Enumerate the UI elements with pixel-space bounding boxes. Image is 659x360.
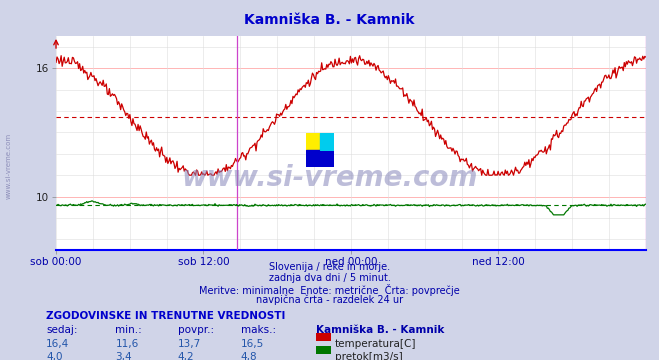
Bar	[306, 133, 320, 150]
Text: temperatura[C]: temperatura[C]	[335, 339, 416, 349]
Text: www.si-vreme.com: www.si-vreme.com	[5, 132, 12, 199]
Text: navpična črta - razdelek 24 ur: navpična črta - razdelek 24 ur	[256, 294, 403, 305]
Text: min.:: min.:	[115, 325, 142, 335]
Text: Kamniška B. - Kamnik: Kamniška B. - Kamnik	[244, 13, 415, 27]
Text: 4,8: 4,8	[241, 352, 257, 360]
Text: 3,4: 3,4	[115, 352, 132, 360]
Text: sedaj:: sedaj:	[46, 325, 78, 335]
Text: ZGODOVINSKE IN TRENUTNE VREDNOSTI: ZGODOVINSKE IN TRENUTNE VREDNOSTI	[46, 311, 285, 321]
Text: pretok[m3/s]: pretok[m3/s]	[335, 352, 403, 360]
Text: zadnja dva dni / 5 minut.: zadnja dva dni / 5 minut.	[269, 273, 390, 283]
Text: Kamniška B. - Kamnik: Kamniška B. - Kamnik	[316, 325, 445, 335]
Text: Meritve: minimalne  Enote: metrične  Črta: povprečje: Meritve: minimalne Enote: metrične Črta:…	[199, 284, 460, 296]
Text: 13,7: 13,7	[178, 339, 201, 349]
Polygon shape	[306, 150, 334, 167]
Text: 11,6: 11,6	[115, 339, 138, 349]
Text: 16,5: 16,5	[241, 339, 264, 349]
Polygon shape	[320, 133, 334, 150]
Text: maks.:: maks.:	[241, 325, 275, 335]
Text: www.si-vreme.com: www.si-vreme.com	[181, 164, 478, 192]
Bar	[320, 133, 334, 150]
Text: povpr.:: povpr.:	[178, 325, 214, 335]
Text: Slovenija / reke in morje.: Slovenija / reke in morje.	[269, 262, 390, 272]
Text: 4,0: 4,0	[46, 352, 63, 360]
Text: 16,4: 16,4	[46, 339, 69, 349]
Text: 4,2: 4,2	[178, 352, 194, 360]
